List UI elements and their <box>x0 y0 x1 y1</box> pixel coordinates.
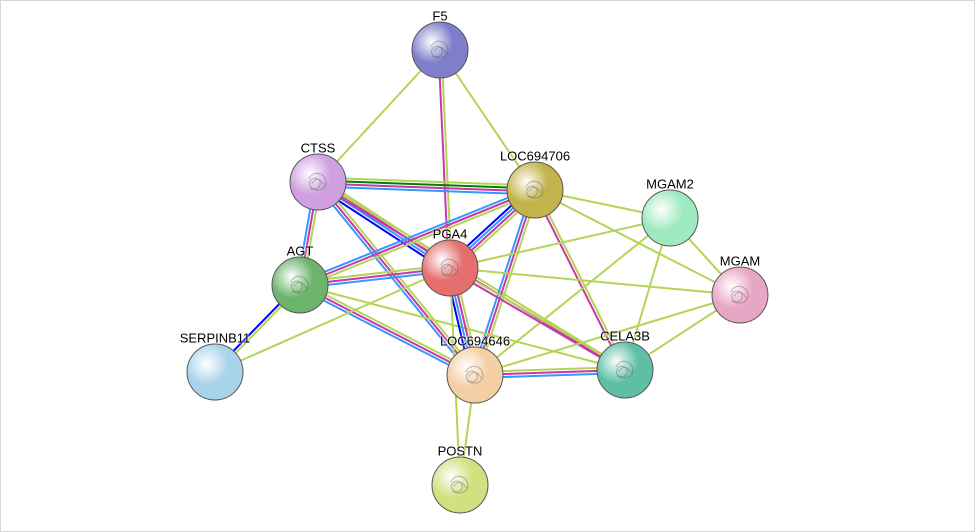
node-loc694646[interactable] <box>447 347 503 403</box>
node-mgam[interactable] <box>712 267 768 323</box>
node-mgam2[interactable] <box>642 190 698 246</box>
node-agt[interactable] <box>272 257 328 313</box>
node-pga4[interactable] <box>422 240 478 296</box>
node-serpinb11[interactable] <box>187 344 243 400</box>
node-cela3b[interactable] <box>597 342 653 398</box>
node-loc694706[interactable] <box>507 162 563 218</box>
nodes-layer <box>187 22 768 513</box>
network-diagram: F5CTSSLOC694706MGAM2AGTPGA4MGAMSERPINB11… <box>0 0 975 532</box>
node-f5[interactable] <box>412 22 468 78</box>
network-svg <box>0 0 975 532</box>
edge <box>299 288 474 378</box>
node-postn[interactable] <box>432 457 488 513</box>
edge <box>300 285 475 375</box>
node-ctss[interactable] <box>290 154 346 210</box>
